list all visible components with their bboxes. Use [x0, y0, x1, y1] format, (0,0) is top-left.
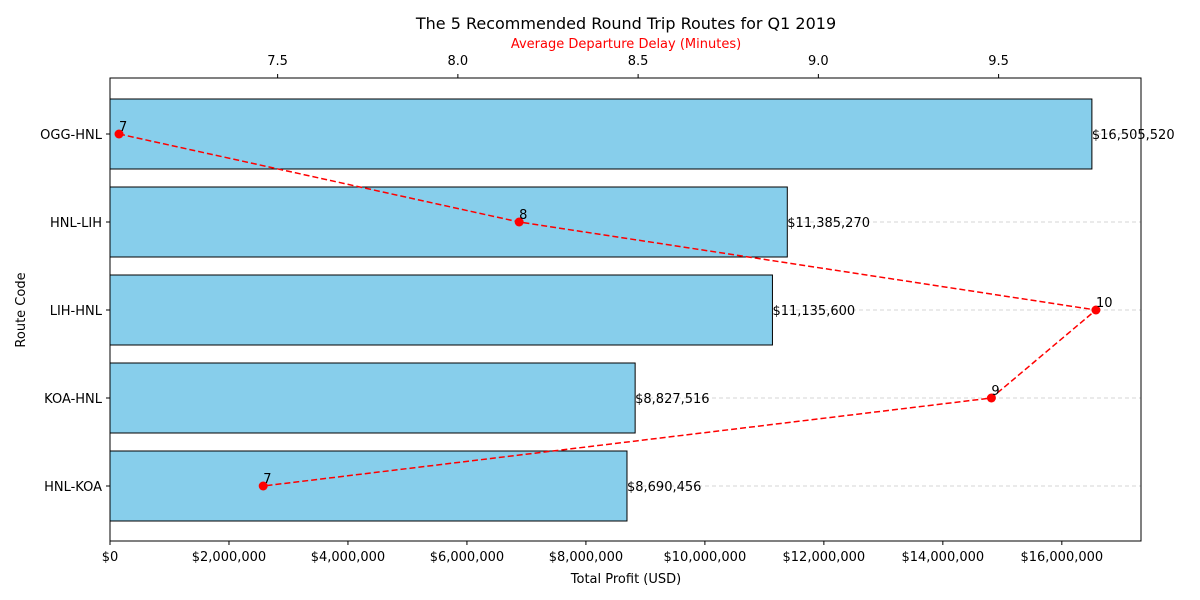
x-tick-label: $14,000,000: [901, 550, 984, 565]
bar: [109, 274, 773, 346]
chart-title: The 5 Recommended Round Trip Routes for …: [415, 14, 836, 33]
delay-value-label: 7: [263, 472, 271, 487]
delay-series: [114, 129, 1101, 491]
secondary-tick-label: 9.5: [988, 54, 1009, 69]
x-tick-label: $16,000,000: [1020, 550, 1103, 565]
x-tick-label: $8,000,000: [549, 550, 623, 565]
y-tick-label: HNL-LIH: [50, 216, 102, 231]
x-tick-label: $2,000,000: [192, 550, 266, 565]
bar: [109, 186, 788, 258]
bar-value-label: $8,827,516: [635, 392, 709, 407]
secondary-tick-label: 8.0: [448, 54, 469, 69]
secondary-tick-label: 8.5: [628, 54, 649, 69]
axes: OGG-HNL HNL-LIH LIH-HNL KOA-HNL HNL-KOA $0 $2,…: [40, 54, 1103, 565]
delay-value-label: 10: [1096, 296, 1113, 311]
bar: [109, 450, 628, 522]
x-tick-label: $0: [102, 550, 119, 565]
bars: [109, 98, 1093, 522]
y-tick-label: LIH-HNL: [50, 304, 103, 319]
delay-value-label: 7: [119, 120, 127, 135]
delay-point: [258, 481, 268, 491]
secondary-tick-label: 7.5: [267, 54, 288, 69]
delay-value-label: 8: [519, 208, 527, 223]
delay-point: [114, 129, 124, 139]
delay-point: [514, 217, 524, 227]
y-tick-label: OGG-HNL: [40, 128, 103, 143]
bar-value-label: $11,135,600: [772, 304, 855, 319]
delay-value-label: 9: [991, 384, 999, 399]
delay-point: [986, 393, 996, 403]
bar-value-label: $8,690,456: [627, 480, 701, 495]
bar-value-label: $11,385,270: [787, 216, 870, 231]
bar: [109, 362, 636, 434]
x-tick-label: $4,000,000: [311, 550, 385, 565]
x-tick-label: $10,000,000: [664, 550, 747, 565]
data-labels: $16,505,520 $11,385,270 $11,135,600 $8,827,…: [119, 120, 1175, 495]
x-axis-label: Total Profit (USD): [570, 572, 681, 587]
y-axis-label: Route Code: [14, 272, 29, 347]
secondary-axis-label: Average Departure Delay (Minutes): [511, 37, 741, 52]
secondary-tick-label: 9.0: [808, 54, 829, 69]
delay-point: [1091, 305, 1101, 315]
y-tick-label: HNL-KOA: [44, 480, 102, 495]
y-tick-label: KOA-HNL: [44, 392, 103, 407]
x-tick-label: $6,000,000: [430, 550, 504, 565]
x-tick-label: $12,000,000: [783, 550, 866, 565]
bar-value-label: $16,505,520: [1092, 128, 1175, 143]
bar: [109, 98, 1093, 170]
